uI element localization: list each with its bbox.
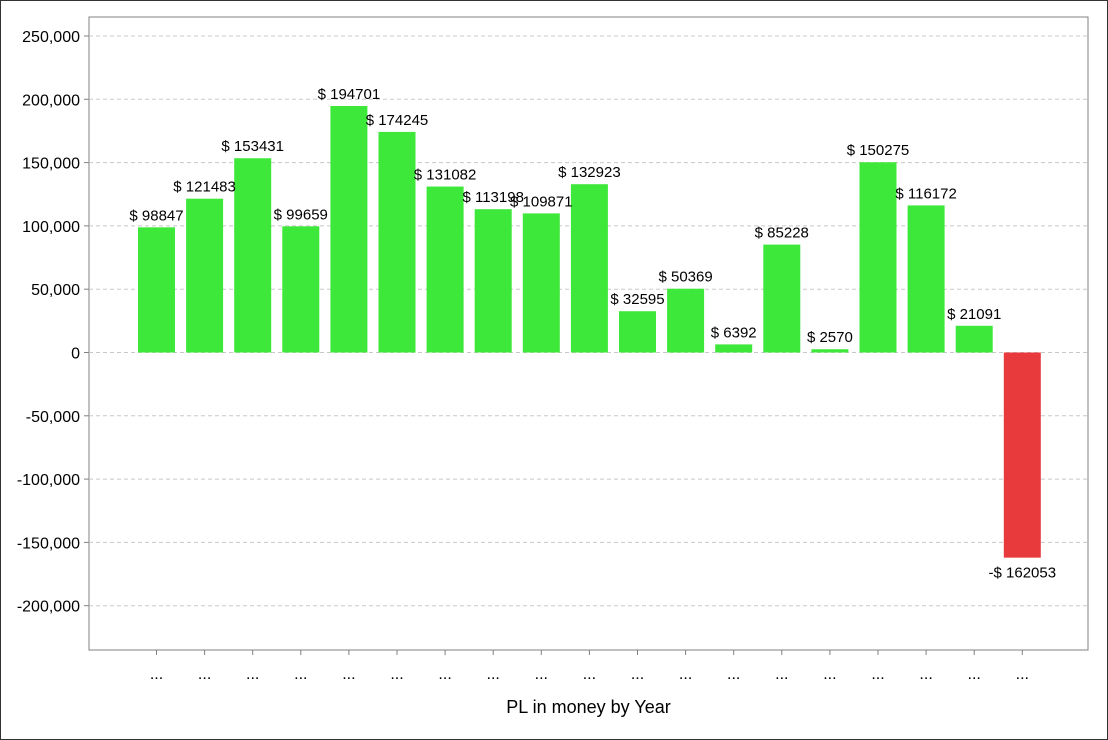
bar — [378, 131, 416, 353]
x-tick-label: ... — [775, 666, 788, 683]
x-tick-label: ... — [919, 666, 932, 683]
x-tick-label: ... — [198, 666, 211, 683]
bar — [667, 288, 705, 353]
bar — [186, 198, 224, 353]
bar — [426, 186, 464, 353]
data-label: $ 121483 — [173, 179, 236, 196]
y-tick-label: 200,000 — [22, 92, 80, 109]
bar — [955, 325, 993, 353]
data-label: $ 174245 — [366, 112, 429, 129]
bar — [138, 227, 175, 353]
y-tick-label: 0 — [71, 345, 80, 362]
x-axis: ........................................… — [150, 650, 1029, 683]
data-label: $ 132923 — [558, 164, 621, 181]
x-tick-label: ... — [438, 666, 451, 683]
x-tick-label: ... — [823, 666, 836, 683]
data-label: $ 153431 — [221, 138, 284, 155]
y-axis: -200,000 -150,000 -100,000 -50,000 0 50,000 10… — [17, 29, 89, 616]
data-label: $ 150275 — [847, 142, 910, 159]
x-tick-label: ... — [342, 666, 355, 683]
bar — [282, 226, 320, 353]
bar — [811, 349, 849, 353]
y-tick-label: -100,000 — [17, 472, 80, 489]
data-label: $ 109871 — [510, 193, 573, 210]
y-tick-label: -200,000 — [17, 599, 80, 616]
data-label: $ 99659 — [274, 206, 328, 223]
bar — [570, 184, 608, 353]
y-tick-label: 150,000 — [22, 156, 80, 173]
x-tick-label: ... — [583, 666, 596, 683]
bar — [859, 162, 897, 353]
data-label: $ 194701 — [318, 86, 381, 103]
x-tick-label: ... — [871, 666, 884, 683]
data-labels: $ 98847 $ 121483 $ 153431 $ 99659 $ 194701 $ … — [129, 86, 1056, 582]
x-axis-title: PL in money by Year — [506, 697, 670, 717]
y-tick-label: 50,000 — [31, 282, 80, 299]
bars — [138, 105, 1041, 558]
bar — [763, 244, 801, 353]
bar — [715, 344, 753, 353]
x-tick-label: ... — [150, 666, 163, 683]
y-tick-label: 250,000 — [22, 29, 80, 46]
x-tick-label: ... — [487, 666, 500, 683]
data-label: $ 50369 — [658, 269, 712, 286]
x-tick-label: ... — [968, 666, 981, 683]
data-label: $ 85228 — [755, 225, 809, 242]
data-label: $ 32595 — [610, 291, 664, 308]
bar — [907, 205, 945, 353]
data-label: -$ 162053 — [989, 565, 1057, 582]
data-label: $ 21091 — [947, 306, 1001, 323]
x-tick-label: ... — [294, 666, 307, 683]
x-tick-label: ... — [535, 666, 548, 683]
bar — [522, 213, 560, 353]
x-tick-label: ... — [246, 666, 259, 683]
bar — [474, 209, 512, 353]
data-label: $ 98847 — [129, 207, 183, 224]
data-label: $ 116172 — [895, 185, 956, 202]
bar — [1003, 352, 1041, 558]
data-label: $ 2570 — [807, 329, 853, 346]
x-tick-label: ... — [631, 666, 644, 683]
bar — [234, 158, 272, 353]
data-label: $ 131082 — [414, 167, 477, 184]
y-tick-label: -50,000 — [26, 409, 80, 426]
data-label: $ 113198 — [462, 189, 523, 206]
x-tick-label: ... — [1016, 666, 1029, 683]
y-tick-label: 100,000 — [22, 219, 80, 236]
bar — [619, 311, 656, 353]
y-tick-label: -150,000 — [17, 535, 80, 552]
x-tick-label: ... — [390, 666, 403, 683]
data-label: $ 6392 — [711, 324, 757, 341]
x-tick-label: ... — [727, 666, 740, 683]
bar — [330, 105, 368, 353]
x-tick-label: ... — [679, 666, 692, 683]
